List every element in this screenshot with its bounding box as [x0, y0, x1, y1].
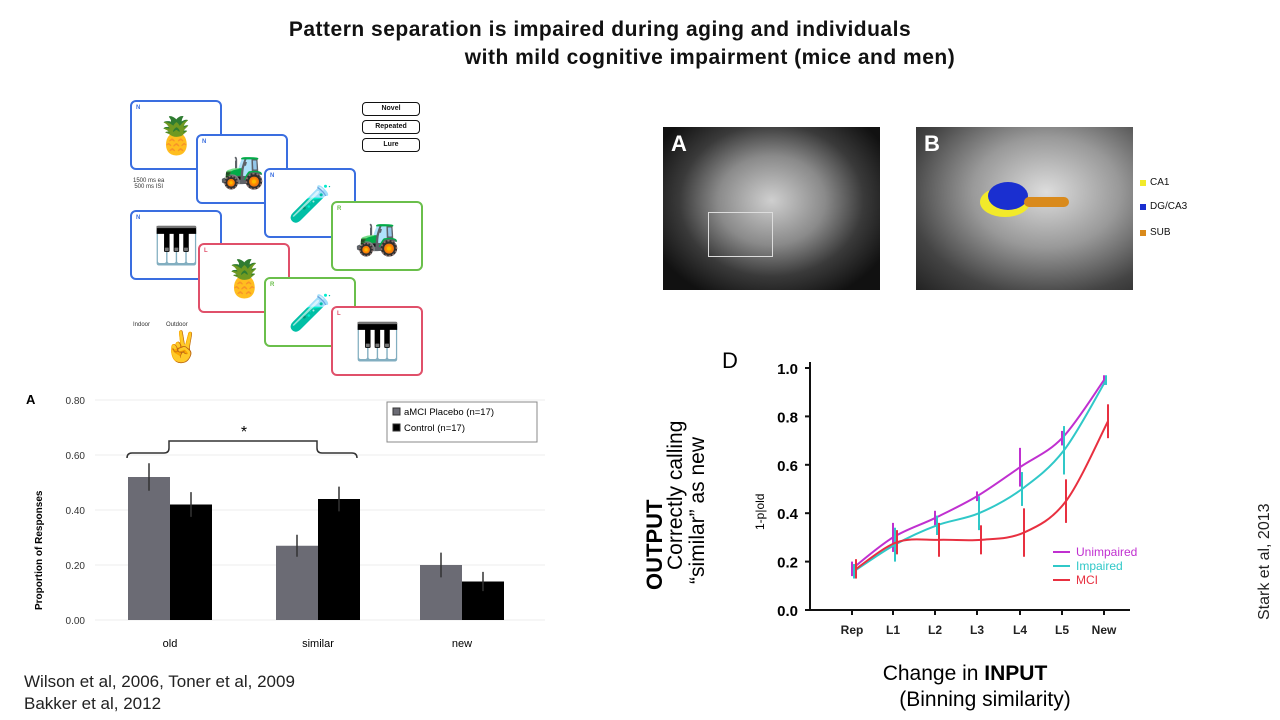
response-labels: Indoor Outdoor: [133, 322, 188, 328]
y-tick-label: 0.80: [66, 396, 86, 407]
timing-label: 1500 ms ea 500 ms ISI: [133, 178, 165, 190]
region-sub: SUB: [1140, 227, 1171, 238]
brain-image-a: A: [663, 127, 880, 290]
tractor-icon: 🚜: [355, 216, 400, 257]
legend-label: aMCI Placebo (n=17): [404, 407, 494, 418]
slide-title-line2: with mild cognitive impairment (mice and…: [464, 46, 956, 69]
y-tick-label: 0.60: [66, 451, 86, 462]
stimulus-card-piano: L 🎹: [331, 306, 423, 376]
panel-label: D: [722, 348, 738, 373]
card-tag: L: [204, 248, 208, 254]
bar-old-0: [128, 477, 170, 620]
y-tick-label: 0.6: [777, 458, 798, 475]
slide-title-line1: Pattern separation is impaired during ag…: [288, 18, 912, 41]
x-tick-label: L1: [886, 623, 900, 637]
y-tick-label: 0.0: [777, 603, 798, 620]
card-tag: R: [337, 206, 342, 212]
significance-bracket: [126, 440, 358, 459]
significance-star: *: [241, 424, 247, 441]
legend-repeated: Repeated: [362, 120, 420, 134]
legend-label: Control (n=17): [404, 423, 465, 434]
beakers-icon: 🧪: [288, 292, 333, 333]
y-axis-label: 1-p|old: [753, 494, 767, 530]
outer-label-output: OUTPUT: [642, 499, 667, 590]
y-axis-label: Proportion of Responses: [34, 490, 45, 610]
hand-icon: ✌: [163, 331, 201, 364]
x-axis-label: Change in INPUT: [883, 662, 1048, 685]
legend-label: Unimpaired: [1076, 545, 1137, 559]
x-tick-label: Rep: [841, 623, 864, 637]
y-tick-label: 0.2: [777, 555, 798, 572]
piano-icon: 🎹: [154, 225, 199, 266]
citation-left-2: Bakker et al, 2012: [24, 694, 162, 713]
y-tick-label: 0.40: [66, 506, 86, 517]
bar-old-1: [170, 504, 212, 620]
piano-icon: 🎹: [355, 321, 400, 362]
legend-lure: Lure: [362, 138, 420, 152]
legend-label: MCI: [1076, 573, 1098, 587]
legend-label: Impaired: [1076, 559, 1123, 573]
card-tag: N: [270, 173, 275, 179]
citation-right: Stark et al, 2013: [1256, 503, 1273, 620]
x-tick-label: L4: [1013, 623, 1027, 637]
x-tick-label: similar: [302, 638, 334, 650]
y-tick-label: 0.20: [66, 561, 86, 572]
line-chart: D 0.0 0.2 0.4 0.6 0.8 1.0 Rep L1 L2 L3 L4 L5 New 1-p|o…: [642, 348, 1137, 711]
card-tag: N: [136, 105, 141, 111]
x-tick-label: L5: [1055, 623, 1069, 637]
x-tick-label: old: [163, 638, 178, 650]
tractor-icon: 🚜: [220, 149, 265, 190]
stimulus-card-tractor: R 🚜: [331, 201, 423, 271]
region-dg-ca3: DG/CA3: [1140, 201, 1187, 212]
pineapple-icon: 🍍: [154, 115, 199, 156]
card-tag: R: [270, 282, 275, 288]
bar-chart: A 0.00 0.20 0.40 0.60 0.80 Proportion of Respo…: [26, 392, 545, 650]
outer-label-line3: “similar” as new: [686, 436, 709, 584]
bar-similar-1: [318, 499, 360, 620]
card-tag: N: [202, 139, 207, 145]
y-tick-label: 0.00: [66, 616, 86, 627]
x-axis-sublabel: (Binning similarity): [899, 688, 1071, 711]
brain-image-b: B: [916, 127, 1133, 290]
outer-label-line2: Correctly calling: [664, 421, 687, 570]
bar-similar-0: [276, 545, 318, 620]
y-tick-label: 0.8: [777, 409, 798, 426]
panel-label: A: [26, 392, 36, 407]
x-tick-label: New: [1092, 623, 1117, 637]
y-tick-label: 0.4: [777, 506, 799, 523]
x-tick-label: L2: [928, 623, 942, 637]
legend-novel: Novel: [362, 102, 420, 116]
card-tag: L: [337, 311, 341, 317]
task-diagram: Novel Repeated Lure 1500 ms ea 500 ms IS…: [0, 0, 440, 380]
region-ca1: CA1: [1140, 177, 1169, 188]
roi-box: [708, 212, 773, 257]
citation-left-1: Wilson et al, 2006, Toner et al, 2009: [24, 672, 295, 691]
legend-box: [386, 401, 538, 443]
x-tick-label: new: [452, 638, 472, 650]
legend-swatch: [392, 407, 401, 416]
card-tag: N: [136, 215, 141, 221]
beakers-icon: 🧪: [288, 183, 333, 224]
y-tick-label: 1.0: [777, 361, 798, 378]
pineapple-icon: 🍍: [222, 258, 267, 299]
x-tick-label: L3: [970, 623, 984, 637]
legend-swatch: [392, 423, 401, 432]
